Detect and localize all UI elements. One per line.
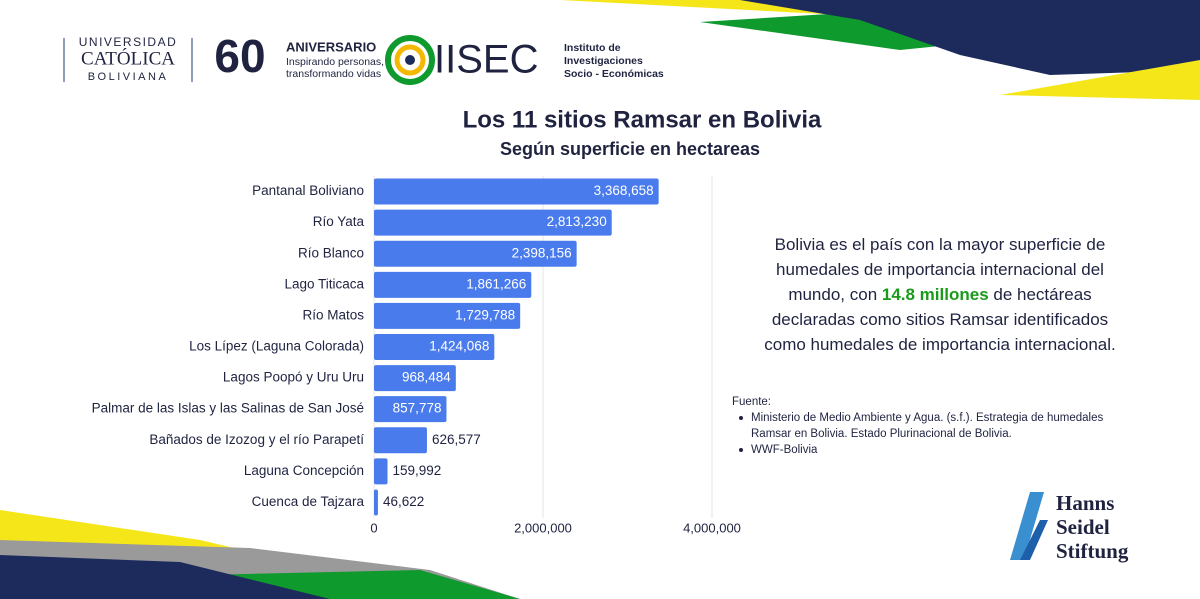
x-tick-label: 4,000,000 [683, 520, 741, 535]
note-line: Bolivia es el país con la mayor superfic… [775, 235, 1106, 254]
value-label: 3,368,658 [594, 183, 654, 198]
chart-subtitle: Según superficie en hectareas [500, 139, 760, 159]
note-text: mundo, con [788, 285, 882, 304]
y-tick-label: Palmar de las Islas y las Salinas de San… [92, 401, 364, 416]
chart-title: Los 11 sitios Ramsar en Bolivia [463, 106, 822, 133]
logo-text: BOLIVIANA [88, 71, 169, 83]
logo-text: UNIVERSIDAD [79, 35, 178, 49]
logo-text: Stiftung [1056, 539, 1129, 563]
hss-icon [1010, 492, 1048, 560]
value-label: 1,729,788 [455, 307, 515, 322]
note-text: como humedales de importancia internacio… [764, 335, 1116, 354]
logo-text: Instituto de [564, 42, 621, 54]
value-label: 857,778 [393, 401, 442, 416]
bar [374, 427, 427, 454]
bar [374, 489, 378, 516]
note: Bolivia es el país con la mayor superfic… [764, 235, 1116, 354]
bar [374, 209, 612, 236]
logo-text: Socio - Económicas [564, 68, 664, 80]
x-tick-label: 2,000,000 [514, 520, 572, 535]
y-tick-label: Lago Titicaca [284, 276, 364, 291]
iisec-icon [394, 44, 426, 76]
y-tick-label: Río Blanco [298, 245, 364, 260]
y-tick-label: Río Yata [313, 214, 365, 229]
y-tick-label: Lagos Poopó y Uru Uru [223, 370, 364, 385]
logo-text: CATÓLICA [81, 47, 175, 69]
note-line: como humedales de importancia internacio… [764, 335, 1116, 354]
source-item: WWF-Bolivia [751, 444, 818, 456]
value-label: 46,622 [383, 494, 424, 509]
bar [374, 458, 388, 485]
bullet [739, 416, 743, 420]
sources-label: Fuente: [732, 396, 771, 408]
y-tick-label: Laguna Concepción [244, 463, 364, 478]
value-label: 159,992 [393, 463, 442, 478]
bar [374, 396, 447, 423]
iisec-icon [405, 55, 415, 65]
note-line: mundo, con 14.8 millones de hectáreas [788, 285, 1091, 304]
logo-text: Hanns [1056, 491, 1114, 515]
logo-text: ANIVERSARIO [286, 39, 376, 54]
y-tick-label: Pantanal Boliviano [252, 183, 364, 198]
note-text: de hectáreas [989, 285, 1092, 304]
bar [374, 334, 495, 360]
iisec-icon [385, 35, 435, 85]
note-text: Bolivia es el país con la mayor superfic… [775, 235, 1106, 254]
source-item: Ramsar en Bolivia. Estado Plurinacional … [751, 428, 1012, 440]
logo-text: transformando vidas [286, 68, 381, 80]
y-tick-label: Los Lípez (Laguna Colorada) [189, 339, 364, 354]
value-label: 626,577 [432, 432, 481, 447]
logo-text: IISEC [434, 38, 538, 82]
bar-chart: 0 2,000,000 4,000,000 Pantanal Boliviano 3,3… [92, 176, 741, 535]
logo-text: Seidel [1056, 515, 1110, 539]
bar [374, 302, 521, 329]
logo-text: Inspirando personas, [286, 56, 384, 68]
note-line: declaradas como sitios Ramsar identifica… [772, 310, 1108, 329]
y-tick-label: Río Matos [302, 307, 364, 322]
value-label: 968,484 [402, 370, 451, 385]
swoosh-navy-b [0, 555, 330, 599]
logo-text: Investigaciones [564, 55, 643, 67]
value-label: 2,813,230 [547, 214, 607, 229]
note-text: humedales de importancia internacional d… [776, 260, 1104, 279]
y-tick-label: Cuenca de Tajzara [252, 494, 365, 509]
value-label: 1,424,068 [429, 339, 489, 354]
bar [374, 271, 532, 298]
note-text: declaradas como sitios Ramsar identifica… [772, 310, 1108, 329]
x-tick-label: 0 [370, 520, 377, 535]
note-highlight: 14.8 millones [882, 285, 989, 304]
bullet [739, 448, 743, 452]
swoosh-navy [740, 0, 1200, 75]
value-label: 2,398,156 [512, 245, 572, 260]
bar [374, 178, 659, 205]
bar [374, 365, 456, 392]
anniversary-logo: 60 [214, 30, 265, 82]
y-tick-label: Bañados de Izozog y el río Parapetí [149, 432, 364, 447]
source-item: Ministerio de Medio Ambiente y Agua. (s.… [751, 412, 1103, 424]
note-line: humedales de importancia internacional d… [776, 260, 1104, 279]
bar [374, 240, 577, 267]
value-label: 1,861,266 [466, 276, 526, 291]
swoosh-yellow-2 [1000, 60, 1200, 100]
